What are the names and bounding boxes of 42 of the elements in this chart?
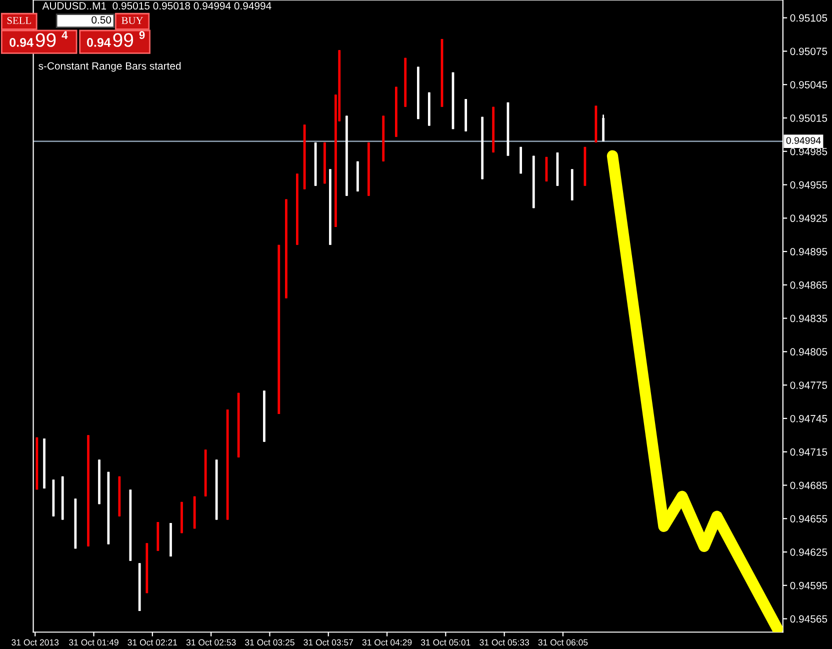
y-tick-label: 0.95015 — [790, 114, 828, 122]
y-tick-label: 0.94925 — [790, 214, 828, 222]
y-tick-label: 0.94775 — [790, 382, 828, 389]
y-tick-label: 0.94985 — [790, 148, 828, 156]
annotation: 4 — [62, 31, 68, 39]
y-tick-label: 0.94895 — [790, 248, 828, 256]
annotation: s-Constant Range Bars started — [38, 62, 181, 72]
ref-line-label: 0.94994 — [786, 137, 821, 144]
annotation: 9 — [139, 31, 145, 40]
y-tick-label: 0.94625 — [790, 548, 828, 556]
x-tick-label: 31 Oct 2013 — [12, 639, 59, 646]
y-tick-label: 0.94835 — [790, 314, 828, 322]
chart-title: AUDUSD..M1 0.95015 0.95018 0.94994 0.94994 — [42, 2, 272, 10]
annotation: 99 — [113, 33, 134, 47]
candlestick — [602, 114, 604, 142]
y-tick-label: 0.94685 — [790, 482, 828, 490]
x-tick-label: 31 Oct 06:05 — [538, 639, 588, 646]
y-tick-label: 0.94655 — [790, 515, 828, 522]
annotation: 0.94 — [10, 38, 34, 47]
annotation: 0.50 — [92, 16, 112, 24]
y-tick-label: 0.94805 — [790, 348, 828, 356]
y-tick-label: 0.94565 — [790, 615, 828, 623]
y-tick-label: 0.94955 — [790, 181, 828, 189]
x-tick-label: 31 Oct 03:57 — [304, 639, 353, 646]
y-tick-label: 0.94745 — [790, 414, 828, 422]
x-tick-label: 31 Oct 05:01 — [420, 639, 470, 646]
y-tick-label: 0.95075 — [790, 48, 828, 56]
y-tick-label: 0.95045 — [790, 81, 828, 88]
annotation: BUY — [122, 17, 144, 24]
annotation: 99 — [36, 33, 56, 47]
y-tick-label: 0.95105 — [790, 14, 828, 22]
x-tick-label: 31 Oct 05:33 — [480, 639, 529, 646]
y-tick-label: 0.94865 — [790, 281, 828, 289]
x-tick-label: 31 Oct 03:25 — [245, 639, 294, 646]
y-tick-label: 0.94595 — [790, 582, 828, 590]
x-tick-label: 31 Oct 02:21 — [128, 639, 178, 646]
x-tick-label: 31 Oct 04:29 — [362, 639, 412, 646]
x-tick-label: 31 Oct 01:49 — [69, 639, 118, 646]
text: SELL — [7, 17, 31, 24]
x-tick-label: 31 Oct 02:53 — [186, 639, 236, 646]
annotation: 0.94 — [87, 38, 111, 47]
y-tick-label: 0.94715 — [790, 448, 828, 456]
